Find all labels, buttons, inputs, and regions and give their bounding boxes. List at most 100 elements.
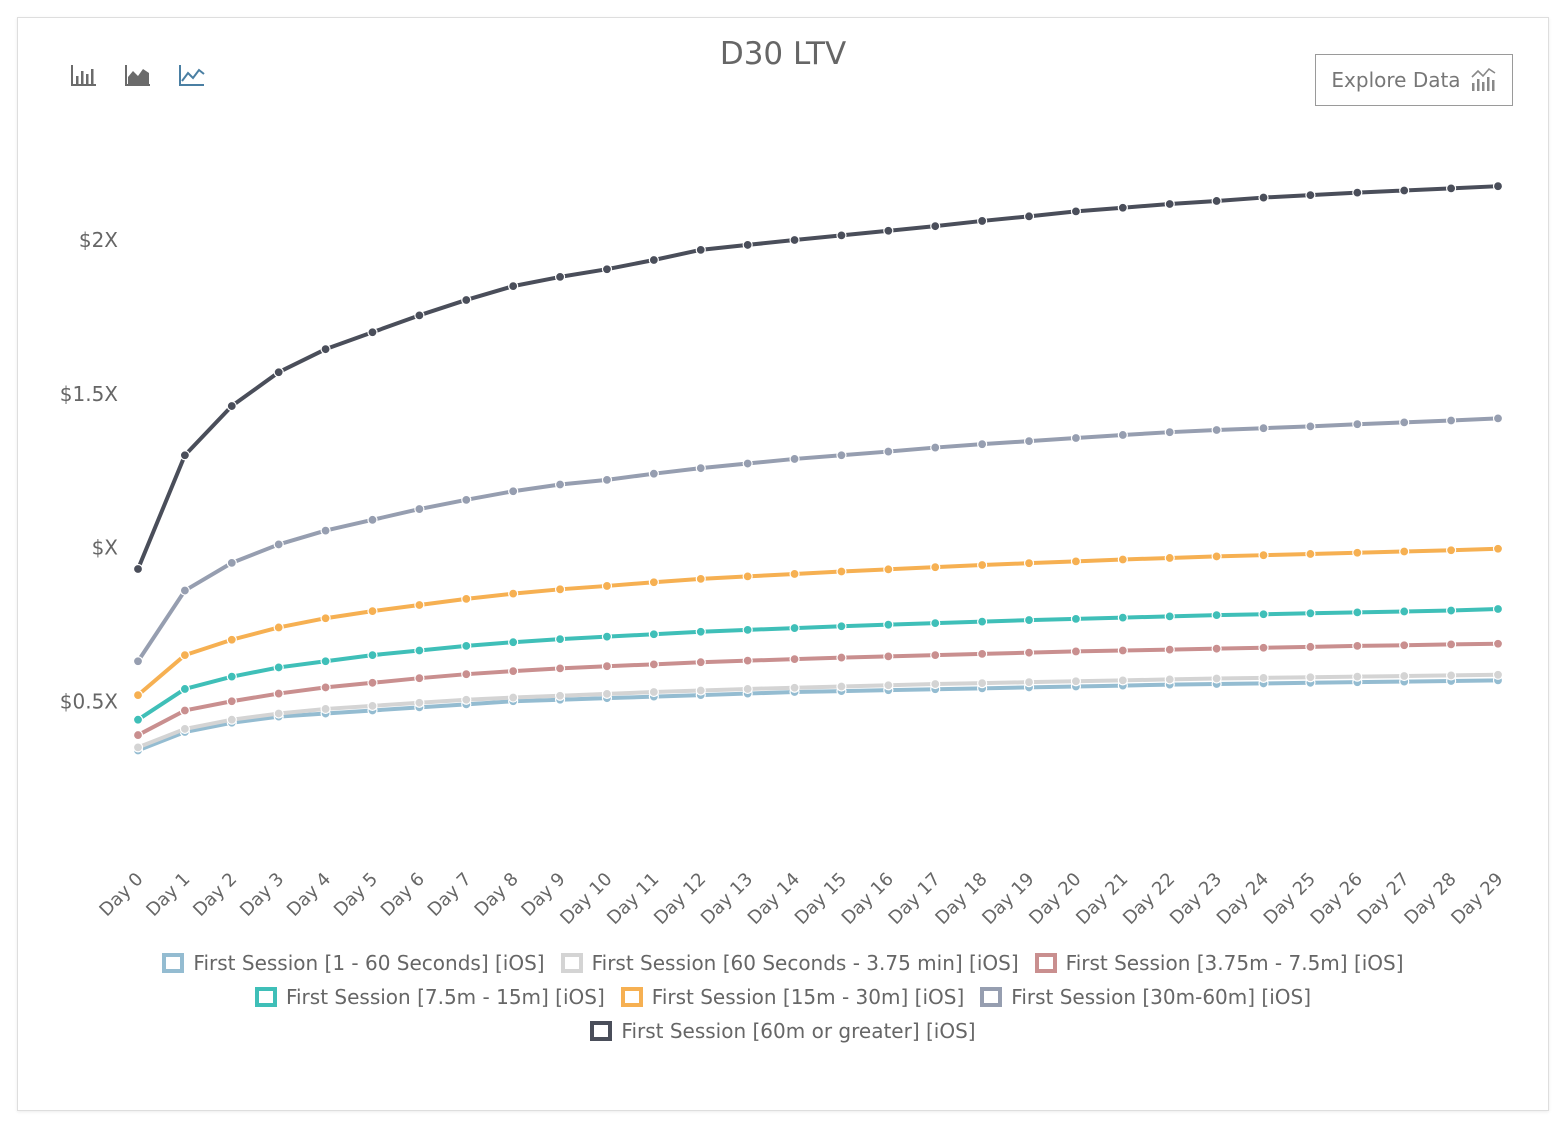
data-point[interactable] [1117,675,1128,686]
data-point[interactable] [1305,421,1316,432]
data-point[interactable] [930,221,941,232]
data-point[interactable] [367,514,378,525]
data-point[interactable] [1070,556,1082,567]
data-point[interactable] [461,494,472,505]
data-point[interactable] [836,566,847,577]
data-point[interactable] [742,458,753,469]
data-point[interactable] [132,656,144,667]
data-point[interactable] [1305,641,1316,652]
data-point[interactable] [1446,183,1457,194]
data-point[interactable] [508,588,519,599]
data-point[interactable] [554,663,566,674]
data-point[interactable] [554,690,566,701]
data-point[interactable] [132,714,144,725]
data-point[interactable] [414,697,425,708]
data-point[interactable] [554,584,566,595]
data-point[interactable] [1399,546,1410,557]
data-point[interactable] [977,678,988,689]
data-point[interactable] [1399,417,1410,428]
data-point[interactable] [1305,608,1316,619]
data-point[interactable] [1164,611,1175,622]
data-point[interactable] [1117,202,1128,213]
data-point[interactable] [883,619,894,630]
data-point[interactable] [789,654,800,665]
data-point[interactable] [1305,548,1316,560]
data-point[interactable] [1117,612,1128,623]
data-point[interactable] [554,271,566,282]
data-point[interactable] [1023,614,1035,626]
data-point[interactable] [273,367,284,378]
data-point[interactable] [179,450,190,461]
data-point[interactable] [414,599,425,611]
data-point[interactable] [1164,674,1175,685]
data-point[interactable] [695,244,706,255]
data-point[interactable] [320,656,331,667]
data-point[interactable] [367,700,378,711]
data-point[interactable] [883,225,894,236]
data-point[interactable] [930,678,941,690]
legend-item[interactable]: First Session [30m-60m] [iOS] [980,985,1311,1009]
data-point[interactable] [836,681,847,692]
data-point[interactable] [695,685,706,696]
data-point[interactable] [695,573,706,584]
data-point[interactable] [1492,543,1504,554]
data-point[interactable] [836,230,847,241]
data-point[interactable] [508,692,519,703]
data-point[interactable] [1023,558,1035,569]
data-point[interactable] [836,652,847,663]
data-point[interactable] [461,640,472,652]
data-point[interactable] [414,645,425,656]
data-point[interactable] [648,468,659,479]
legend-item[interactable]: First Session [60m or greater] [iOS] [590,1019,976,1043]
data-point[interactable] [179,723,190,735]
data-point[interactable] [742,571,753,582]
data-point[interactable] [1164,644,1175,655]
data-point[interactable] [1211,610,1222,621]
data-point[interactable] [226,400,237,412]
data-point[interactable] [1164,552,1175,564]
bar-chart-button[interactable] [68,60,100,90]
data-point[interactable] [1070,432,1082,444]
data-point[interactable] [1023,677,1035,688]
data-point[interactable] [1446,415,1457,426]
legend-item[interactable]: First Session [7.5m - 15m] [iOS] [254,985,605,1009]
data-point[interactable] [132,729,144,741]
data-point[interactable] [554,634,566,645]
data-point[interactable] [742,624,753,636]
data-point[interactable] [1258,550,1269,561]
data-point[interactable] [1117,645,1128,656]
data-point[interactable] [1352,187,1363,198]
data-point[interactable] [226,557,237,568]
data-point[interactable] [648,686,659,698]
data-point[interactable] [648,659,659,670]
data-point[interactable] [132,689,144,701]
data-point[interactable] [226,671,237,682]
data-point[interactable] [883,446,894,457]
data-point[interactable] [742,683,753,695]
data-point[interactable] [1117,429,1128,441]
data-point[interactable] [883,564,894,575]
data-point[interactable] [601,580,613,592]
data-point[interactable] [461,593,472,604]
data-point[interactable] [414,673,425,684]
data-point[interactable] [320,344,331,355]
data-point[interactable] [1352,607,1363,618]
data-point[interactable] [1211,673,1222,684]
data-point[interactable] [1399,185,1410,196]
data-point[interactable] [648,254,659,266]
data-point[interactable] [883,680,894,691]
data-point[interactable] [1211,195,1222,207]
data-point[interactable] [226,714,237,725]
data-point[interactable] [1446,639,1457,650]
data-point[interactable] [1258,192,1269,203]
data-point[interactable] [1399,670,1410,682]
data-point[interactable] [789,234,800,246]
data-point[interactable] [977,559,988,571]
data-point[interactable] [695,626,706,637]
data-point[interactable] [1352,547,1363,558]
data-point[interactable] [273,688,284,699]
explore-data-button[interactable]: Explore Data [1315,54,1513,106]
data-point[interactable] [1305,190,1316,201]
data-point[interactable] [320,703,331,715]
data-point[interactable] [1446,545,1457,556]
